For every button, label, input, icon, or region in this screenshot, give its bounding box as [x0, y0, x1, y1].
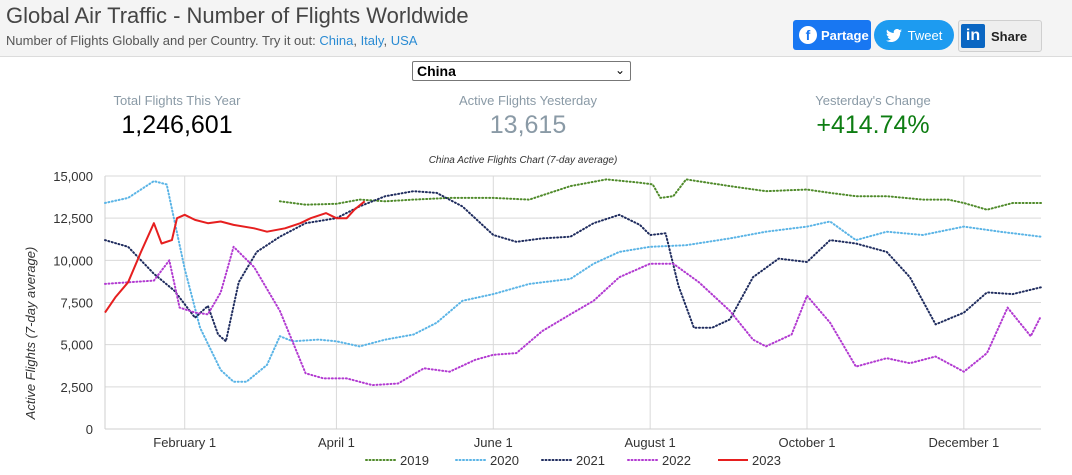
y-tick-label: 10,000: [53, 253, 93, 268]
legend-label-2021: 2021: [576, 453, 605, 468]
stat-label: Active Flights Yesterday: [458, 93, 598, 108]
country-select-value: China: [417, 63, 456, 79]
legend-label-2019: 2019: [400, 453, 429, 468]
chart-legend: 2019 2020 2021 2022 2023: [365, 453, 781, 468]
x-tick-label: October 1: [778, 435, 835, 450]
y-axis-ticks: 0 2,500 5,000 7,500 10,000 12,500 15,000: [53, 169, 93, 437]
linkedin-share-label: Share: [991, 28, 1028, 44]
x-tick-label: February 1: [153, 435, 216, 450]
link-usa[interactable]: USA: [390, 33, 418, 48]
stat-label: Yesterday's Change: [815, 93, 931, 108]
linkedin-share-button[interactable]: in Share: [958, 20, 1042, 52]
flights-line-chart: China Active Flights Chart (7-day averag…: [23, 155, 1042, 468]
x-tick-label: December 1: [928, 435, 999, 450]
subtitle-text: Number of Flights Globally and per Count…: [6, 33, 316, 48]
x-tick-label: April 1: [318, 435, 355, 450]
stat-yesterday-change: Yesterday's Change +414.74%: [753, 93, 993, 140]
link-italy[interactable]: Italy: [360, 33, 384, 48]
legend-label-2020: 2020: [490, 453, 519, 468]
x-tick-label: June 1: [474, 435, 513, 450]
series-line-2023: [104, 200, 366, 314]
stat-value: 1,246,601: [121, 111, 233, 139]
link-china[interactable]: China: [319, 33, 354, 48]
chart-grid: [104, 175, 1041, 430]
linkedin-icon: in: [961, 24, 985, 48]
y-tick-label: 15,000: [53, 169, 93, 184]
y-tick-label: 0: [86, 422, 93, 437]
twitter-bird-icon: [885, 28, 902, 42]
page-subtitle: Number of Flights Globally and per Count…: [6, 33, 418, 48]
stat-value: 13,615: [489, 111, 567, 139]
series-line-2020: [104, 180, 1042, 383]
country-select[interactable]: China ⌄: [412, 61, 631, 81]
page-header: Global Air Traffic - Number of Flights W…: [0, 0, 1072, 57]
series-line-2022: [104, 245, 1042, 387]
x-tick-label: August 1: [624, 435, 675, 450]
stat-label: Total Flights This Year: [113, 93, 241, 108]
stat-value: +414.74%: [816, 111, 930, 139]
legend-label-2022: 2022: [662, 453, 691, 468]
y-tick-label: 5,000: [60, 338, 93, 353]
facebook-share-label: Partage: [821, 27, 869, 43]
facebook-share-button[interactable]: f Partage: [793, 20, 871, 50]
facebook-icon: f: [799, 26, 817, 44]
twitter-share-button[interactable]: Tweet: [874, 20, 954, 50]
series-line-2021: [104, 190, 1042, 343]
twitter-share-label: Tweet: [907, 27, 943, 43]
stat-active-flights: Active Flights Yesterday 13,615: [408, 93, 648, 140]
chart-title: China Active Flights Chart (7-day averag…: [429, 155, 618, 166]
legend-label-2023: 2023: [752, 453, 781, 468]
y-axis-label: Active Flights (7-day average): [23, 247, 38, 421]
y-tick-label: 12,500: [53, 211, 93, 226]
chart-series: [104, 178, 1042, 387]
stat-total-flights: Total Flights This Year 1,246,601: [57, 93, 297, 140]
y-tick-label: 2,500: [60, 380, 93, 395]
series-line-2019: [278, 178, 1042, 211]
y-tick-label: 7,500: [60, 296, 93, 311]
page-title: Global Air Traffic - Number of Flights W…: [6, 3, 469, 28]
x-axis-ticks: February 1 April 1 June 1 August 1 October 1…: [153, 435, 999, 450]
chevron-down-icon: ⌄: [614, 63, 625, 77]
